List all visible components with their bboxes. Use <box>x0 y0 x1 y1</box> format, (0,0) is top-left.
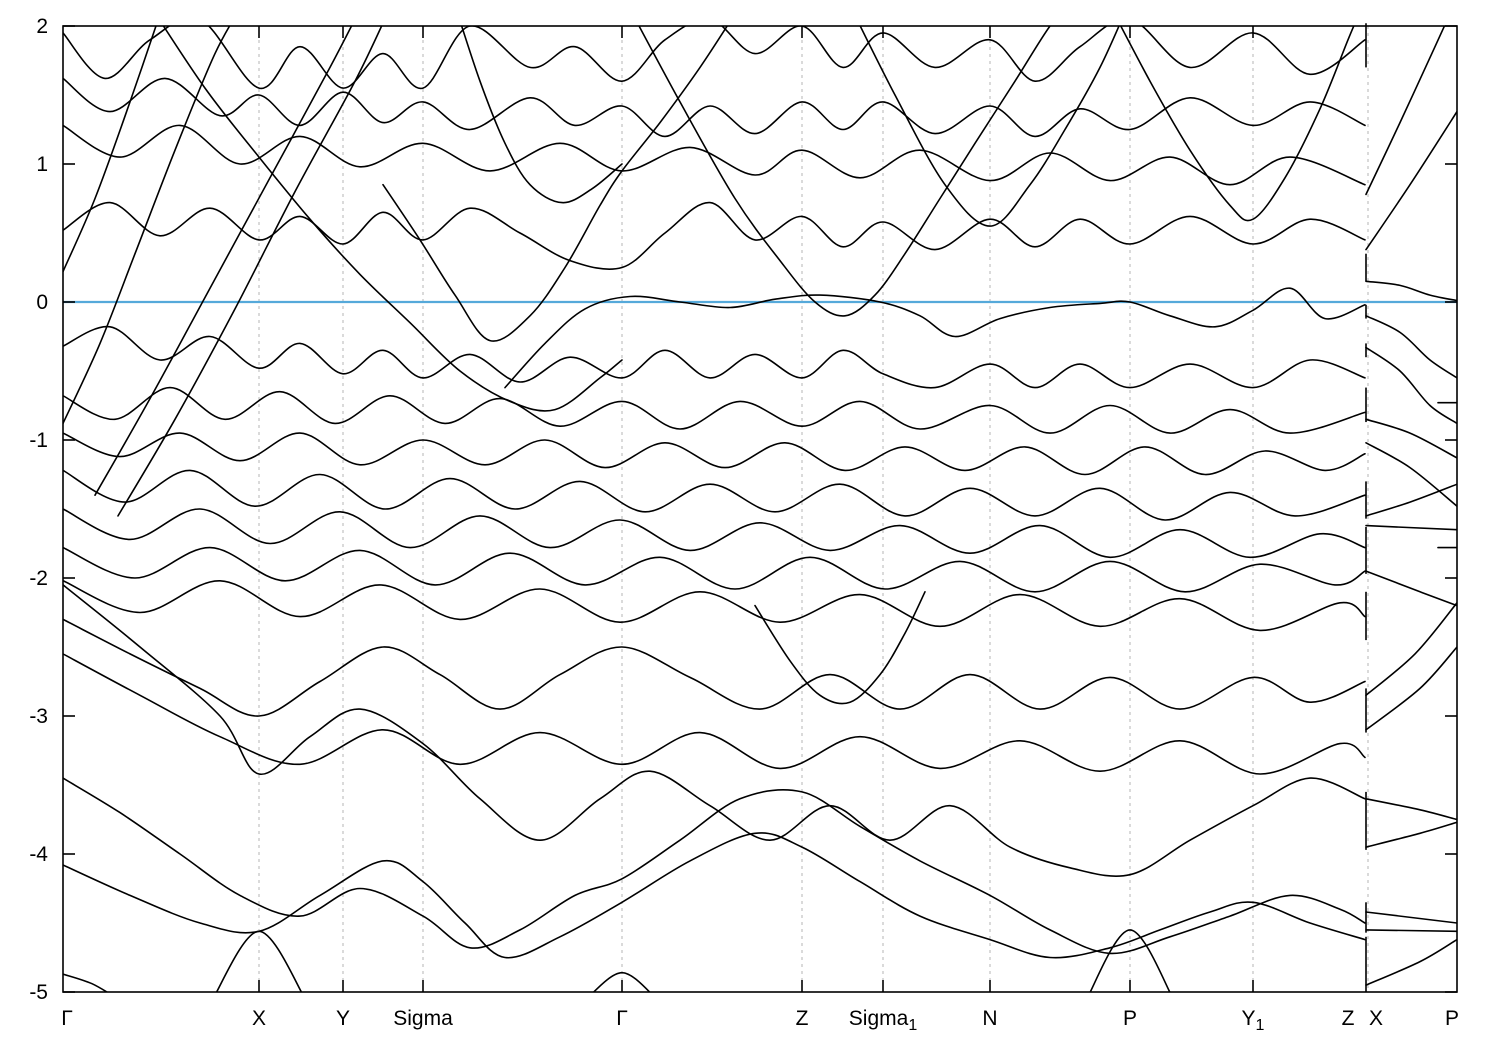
band-curve <box>215 930 303 992</box>
band-curve <box>63 579 1366 632</box>
band-curve <box>592 971 651 992</box>
band-curve <box>1365 911 1457 924</box>
band-curve <box>754 591 926 705</box>
x-tick-label: Γ <box>61 1007 73 1030</box>
band-curve <box>1365 280 1457 302</box>
band-curve <box>63 26 1366 89</box>
band-curve <box>638 26 1052 317</box>
band-curve <box>1119 26 1355 222</box>
plot-frame <box>62 25 1458 993</box>
band-curve <box>63 832 1366 959</box>
band-curve <box>63 77 1366 138</box>
x-tick-label: Z <box>1342 1007 1355 1030</box>
band-curve <box>63 26 231 425</box>
band-curve <box>63 777 1366 955</box>
band-curve <box>63 124 1366 186</box>
band-curve <box>63 546 1366 593</box>
energy-bands <box>63 26 1457 992</box>
y-tick-label: 2 <box>36 15 48 38</box>
x-tick-label: Y <box>336 1007 350 1030</box>
band-curve <box>1365 483 1457 517</box>
band-curve <box>63 432 1366 476</box>
band-curve <box>63 325 1366 389</box>
band-curve <box>63 653 1366 775</box>
band-curve <box>63 201 1366 270</box>
band-curve <box>1365 524 1457 531</box>
axis-ticks <box>63 25 1457 993</box>
y-axis-labels: 2 1 0 -1 -2 -3 -4 -5 <box>29 15 48 1004</box>
x-tick-label: Z <box>796 1007 809 1030</box>
band-curve <box>1365 110 1457 251</box>
band-curve <box>162 26 623 412</box>
x-tick-label: P <box>1445 1007 1459 1030</box>
y-tick-label: 0 <box>36 291 48 314</box>
y-tick-label: 1 <box>36 153 48 176</box>
band-curve <box>1365 646 1457 731</box>
y-tick-label: -2 <box>29 567 48 590</box>
band-curve <box>1365 821 1457 848</box>
band-curve <box>1365 26 1446 196</box>
band-curve <box>63 618 1366 717</box>
band-curve <box>460 26 623 204</box>
band-curve <box>382 26 729 342</box>
x-axis-labels: Γ X Y Sigma Γ Z Sigma1 N P Y1 Z X P <box>61 1007 1459 1034</box>
x-tick-label: Γ <box>616 1007 628 1030</box>
y-tick-label: -1 <box>29 429 48 452</box>
x-tick-label: X <box>252 1007 266 1030</box>
x-tick-label: X <box>1369 1007 1383 1030</box>
band-curve <box>63 469 1366 521</box>
band-curve <box>1365 938 1457 986</box>
band-curve <box>1365 442 1457 507</box>
x-tick-label: Sigma1 <box>849 1007 918 1034</box>
band-curve <box>504 287 1366 389</box>
band-curve <box>1365 602 1457 697</box>
band-curve <box>1365 315 1457 379</box>
band-curve <box>63 973 109 992</box>
band-curve <box>1365 418 1457 459</box>
band-curve <box>1365 798 1457 821</box>
band-curve <box>63 26 157 273</box>
band-curve <box>63 508 1366 559</box>
band-curve <box>63 386 1366 434</box>
x-tick-label: Sigma <box>393 1007 453 1030</box>
band-curve <box>1089 929 1171 992</box>
band-curve <box>1365 346 1457 425</box>
band-curve <box>94 26 353 496</box>
x-tick-label: N <box>982 1007 997 1030</box>
band-curve <box>1365 570 1457 607</box>
y-tick-label: -3 <box>29 705 48 728</box>
band-curve <box>63 584 1366 878</box>
band-curve <box>1365 929 1457 933</box>
y-tick-label: -4 <box>29 843 48 866</box>
y-tick-label: -5 <box>29 981 48 1004</box>
x-tick-label: P <box>1123 1007 1137 1030</box>
frame-border <box>62 25 1458 993</box>
